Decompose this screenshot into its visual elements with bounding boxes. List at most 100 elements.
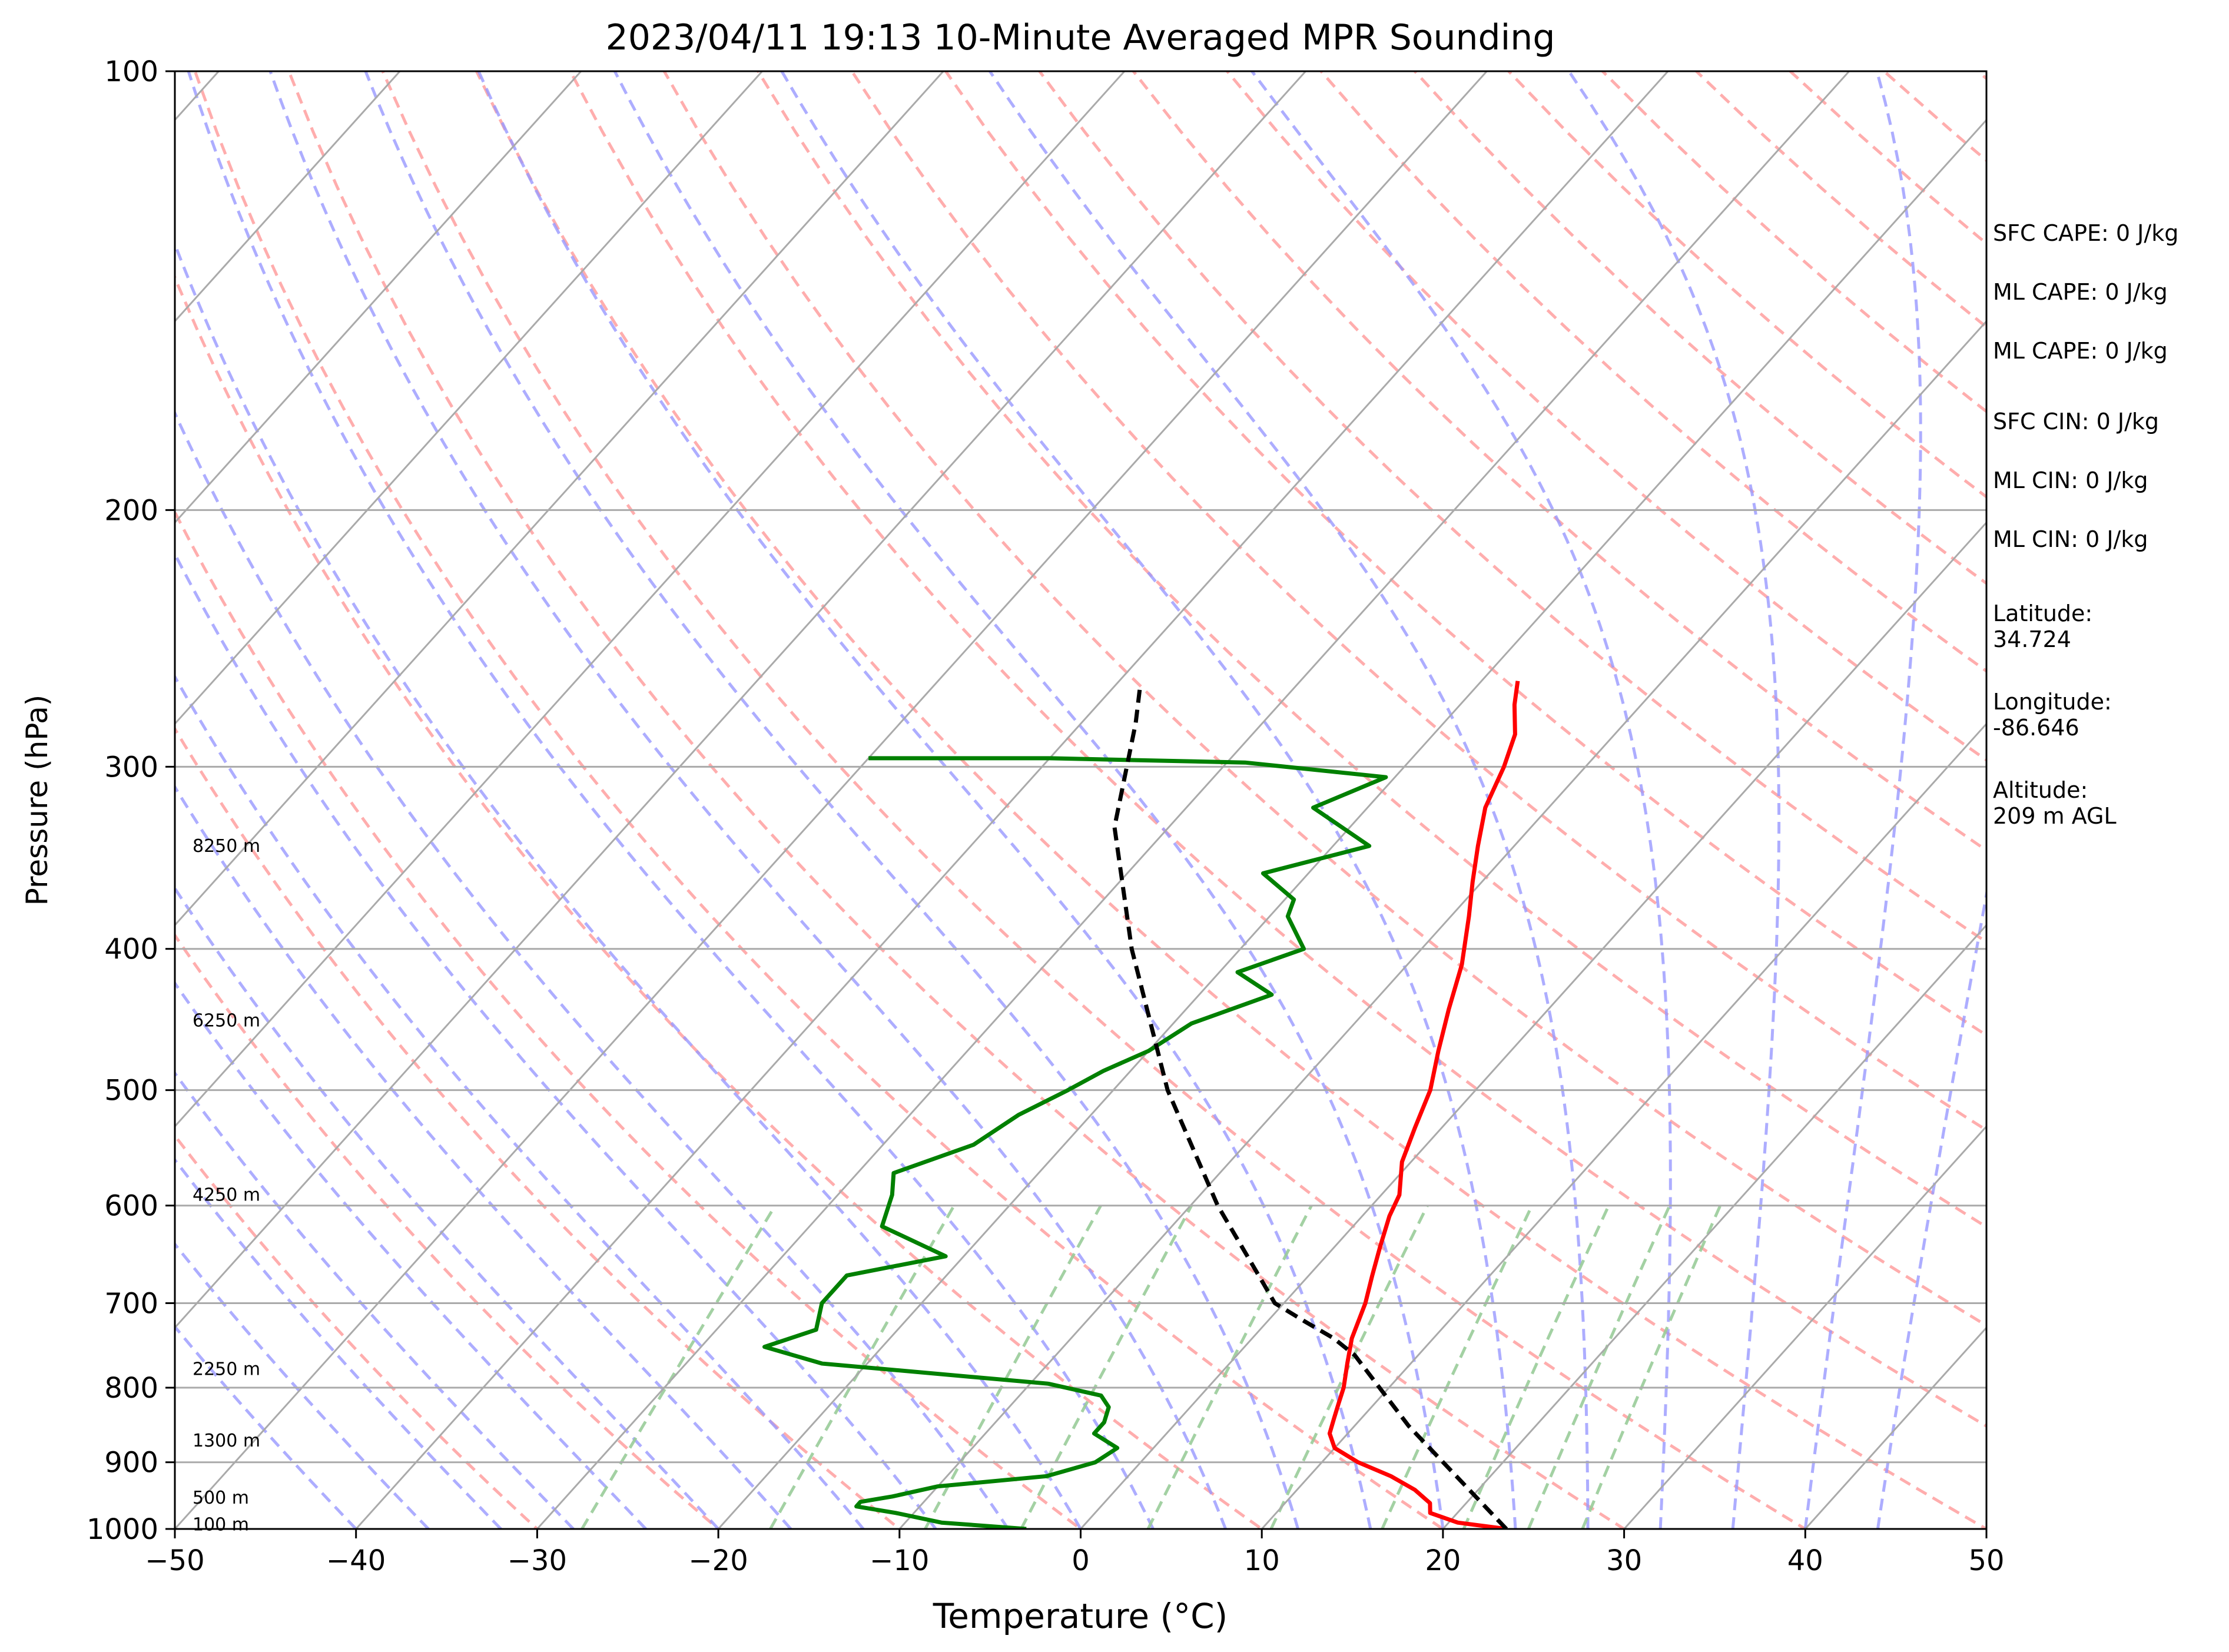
moist-adiabat-line [1251,71,1672,1529]
dry-adiabat-line [193,71,1446,1529]
y-tick-label: 400 [104,933,158,966]
dry-adiabat-line [569,71,1986,1428]
moist-adiabat-line [780,71,1517,1529]
mixing-ratio-line [1269,1205,1429,1529]
height-label: 4250 m [193,1185,260,1206]
isotherm-line [175,71,944,927]
dewpoint-trace [762,756,1388,1529]
sfc-cape-text: SFC CAPE: 0 J/kg [1993,220,2179,246]
x-tick-label: 10 [1244,1544,1280,1577]
y-axis-label: Pressure (hPa) [20,695,54,906]
x-tick-label: 30 [1606,1544,1642,1577]
y-tick-label: 600 [104,1190,158,1223]
ml-cape-text: ML CAPE: 0 J/kg [1993,279,2168,305]
chart-title: 2023/04/11 19:13 10-Minute Averaged MPR … [606,17,1555,58]
moist-adiabat-line [175,885,719,1529]
isotherm-line [355,71,1669,1529]
height-label: 500 m [193,1488,249,1508]
dry-adiabat-line [381,71,1809,1529]
moist-adiabat-line [175,674,865,1529]
isotherm-line [536,71,1850,1529]
isotherm-line [898,320,1986,1529]
background-lines [175,71,2229,1560]
x-tick-label: −10 [870,1544,929,1577]
isotherm-line [175,71,1488,1529]
ml-cape-text-2: ML CAPE: 0 J/kg [1993,338,2168,364]
x-tick-label: −50 [145,1544,204,1577]
isotherm-line [717,118,1986,1529]
height-label: 1300 m [193,1431,260,1451]
dry-adiabat-line [757,71,1986,1229]
isotherm-line [1261,722,1986,1529]
dry-adiabat-line [475,71,1986,1529]
dry-adiabat-line [175,1133,540,1529]
x-tick-label: 0 [1072,1544,1090,1577]
isotherm-line [175,71,763,725]
y-tick-label: 200 [104,494,158,527]
moist-adiabat-line [175,409,1010,1529]
dry-adiabat-line [1226,71,1986,762]
x-tick-label: −30 [508,1544,567,1577]
dry-adiabat-line [944,71,1986,1037]
moist-adiabat-line [175,980,647,1529]
y-tick-label: 1000 [87,1513,158,1546]
temperature-trace [1327,681,1520,1529]
dry-adiabat-line [175,726,902,1529]
y-axis-ticks: 100 200 300 400 500 600 700 800 900 1000 [87,55,175,1546]
isobar-gridlines [175,509,1986,1464]
moist-adiabat-line [175,784,792,1529]
height-labels: 100 m 500 m 1300 m 2250 m 4250 m 6250 m 8250 m [193,836,260,1535]
longitude-text: Longitude: -86.646 [1993,689,2112,741]
ml-cin-text-2: ML CIN: 0 J/kg [1993,526,2148,552]
dry-adiabat-line [175,933,721,1529]
moist-adiabat-line [187,71,1155,1529]
moist-adiabat-line [175,1324,357,1529]
ml-cin-text: ML CIN: 0 J/kg [1993,467,2148,493]
isotherm-line [175,71,1126,1128]
y-tick-label: 500 [104,1074,158,1107]
moist-adiabat-line [175,240,1082,1529]
mixing-ratio-line [1581,1205,1722,1529]
plot-frame [174,70,1988,1530]
height-label: 8250 m [193,836,260,857]
moist-adiabat-line [613,71,1445,1529]
moist-adiabat-line [175,1070,575,1529]
dry-adiabat-line [175,273,1265,1529]
height-label: 100 m [193,1514,249,1535]
moist-adiabat-line [364,71,1300,1529]
parcel-trace [1112,688,1508,1529]
x-axis-ticks: −50 −40 −30 −20 −10 0 10 20 30 40 50 [145,1529,2005,1577]
dry-adiabat-line [2165,71,2229,1560]
sounding-traces [762,681,1520,1529]
moist-adiabat-line [477,71,1372,1529]
y-tick-label: 700 [104,1287,158,1320]
moist-adiabat-line [1876,886,1986,1529]
y-tick-label: 800 [104,1372,158,1405]
height-label: 2250 m [193,1359,260,1380]
dry-adiabat-line [287,71,1627,1529]
x-tick-label: 40 [1787,1544,1823,1577]
latitude-text: Latitude: 34.724 [1993,601,2093,652]
sfc-cin-text: SFC CIN: 0 J/kg [1993,409,2160,434]
x-tick-label: 20 [1425,1544,1461,1577]
y-tick-label: 100 [104,55,158,88]
x-tick-label: 50 [1968,1544,2004,1577]
moist-adiabat-line [1803,71,1922,1529]
y-tick-label: 900 [104,1447,158,1479]
x-axis-label: Temperature (°C) [933,1596,1228,1636]
isotherm-line [175,71,401,323]
isotherm-line [1442,924,1986,1529]
isotherm-line [175,71,1306,1329]
altitude-text: Altitude: 209 m AGL [1993,777,2117,829]
height-label: 6250 m [193,1011,260,1031]
dry-adiabat-line [850,71,1986,1132]
y-tick-label: 300 [104,751,158,784]
moist-adiabat-line [268,71,1228,1529]
isotherm-line [175,71,582,524]
moist-adiabat-line [175,1242,430,1529]
moist-adiabat-line [989,71,1590,1529]
moist-adiabat-line [175,1157,502,1529]
x-tick-label: −40 [326,1544,386,1577]
moist-adiabat-line [1567,71,1781,1529]
